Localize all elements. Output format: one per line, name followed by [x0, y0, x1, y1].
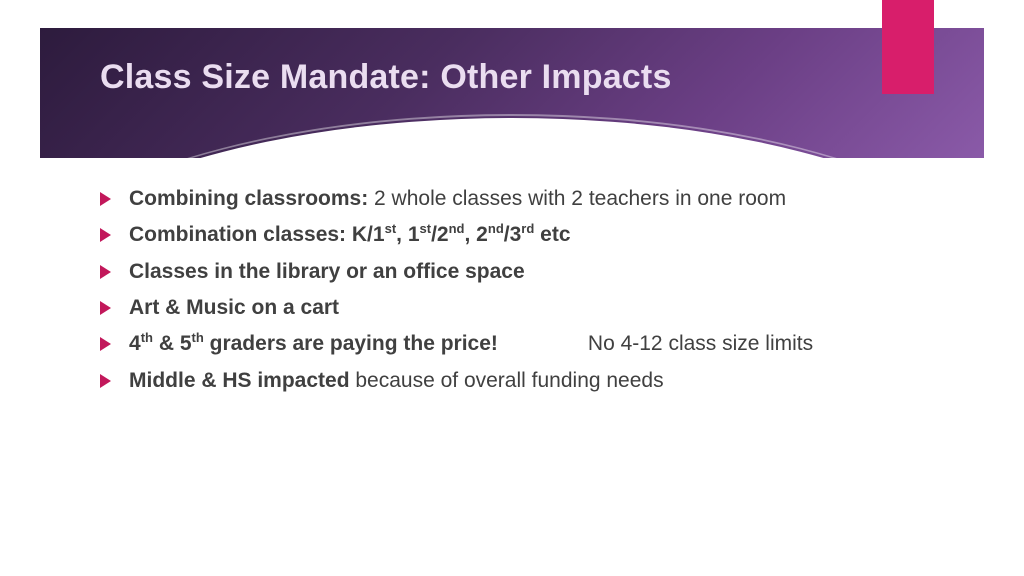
bullet-bold: Classes in the library or an office spac…: [129, 260, 525, 283]
bullet-rest: 2 whole classes with 2 teachers in one r…: [374, 187, 786, 210]
bullet-bold: Art & Music on a cart: [129, 296, 339, 319]
bullet-bold: Middle & HS impacted: [129, 369, 355, 392]
list-item: Middle & HS impacted because of overall …: [100, 367, 824, 395]
bullet-marker-icon: [100, 337, 111, 351]
list-item: 4th & 5th graders are paying the price! N…: [100, 330, 824, 358]
accent-ribbon: [882, 0, 934, 94]
bullet-text: Classes in the library or an office spac…: [129, 258, 824, 286]
bullet-marker-icon: [100, 374, 111, 388]
list-item: Classes in the library or an office spac…: [100, 258, 824, 286]
bullet-text: Combining classrooms: 2 whole classes wi…: [129, 185, 824, 213]
bullet-bold: 4th & 5th graders are paying the price!: [129, 332, 498, 355]
bullet-marker-icon: [100, 265, 111, 279]
bullet-bold: Combination classes: K/1st, 1st/2nd, 2nd…: [129, 223, 571, 246]
slide-title: Class Size Mandate: Other Impacts: [100, 58, 672, 97]
bullet-marker-icon: [100, 301, 111, 315]
list-item: Combining classrooms: 2 whole classes wi…: [100, 185, 824, 213]
bullet-text: 4th & 5th graders are paying the price! N…: [129, 330, 824, 358]
bullet-list: Combining classrooms: 2 whole classes wi…: [100, 185, 824, 403]
slide: Class Size Mandate: Other Impacts Combin…: [0, 0, 1024, 576]
bullet-marker-icon: [100, 192, 111, 206]
bullet-rest: because of overall funding needs: [355, 369, 663, 392]
bullet-text: Middle & HS impacted because of overall …: [129, 367, 824, 395]
bullet-marker-icon: [100, 228, 111, 242]
bullet-text: Combination classes: K/1st, 1st/2nd, 2nd…: [129, 221, 824, 249]
list-item: Art & Music on a cart: [100, 294, 824, 322]
bullet-text: Art & Music on a cart: [129, 294, 824, 322]
bullet-rest: No 4-12 class size limits: [588, 332, 813, 355]
list-item: Combination classes: K/1st, 1st/2nd, 2nd…: [100, 221, 824, 249]
bullet-bold: Combining classrooms:: [129, 187, 374, 210]
